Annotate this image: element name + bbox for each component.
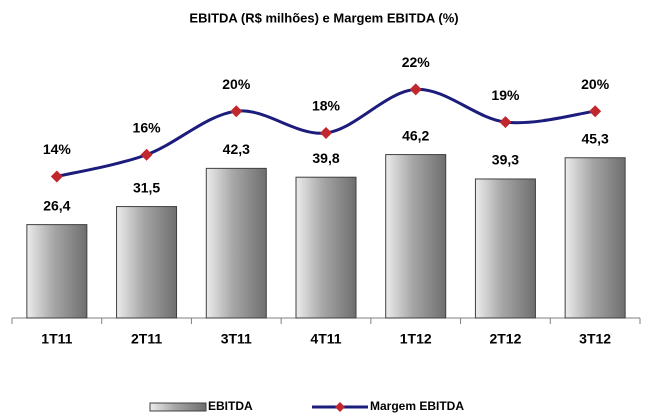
bar [26, 224, 88, 319]
marker [230, 105, 243, 118]
data-label: 31,5 [133, 179, 160, 195]
x-tick-label: 2T12 [489, 331, 521, 347]
data-label: 39,8 [312, 150, 339, 166]
x-tick-label: 2T11 [131, 331, 162, 347]
marker [320, 126, 332, 139]
legend-swatch [149, 402, 207, 412]
data-label: 14% [43, 141, 72, 157]
data-label: 22% [402, 54, 431, 70]
x-tick-label: 1T11 [41, 331, 72, 347]
data-label: 42,3 [223, 141, 250, 157]
legend-marker [335, 402, 345, 412]
marker [589, 105, 602, 118]
bar [564, 157, 626, 319]
marker [409, 83, 422, 96]
bar [385, 154, 447, 319]
marker [140, 148, 153, 161]
data-label: 19% [491, 87, 520, 103]
data-label: 26,4 [43, 197, 70, 213]
data-label: 45,3 [582, 130, 609, 146]
bar [295, 176, 357, 319]
x-tick-label: 3T12 [579, 331, 611, 347]
data-label: 20% [581, 76, 610, 92]
bar [474, 178, 536, 319]
bar [116, 206, 178, 319]
data-label: 39,3 [492, 152, 519, 168]
data-label: 20% [222, 76, 251, 92]
data-label: 46,2 [402, 127, 429, 143]
x-tick-label: 4T11 [310, 331, 341, 347]
x-tick-label: 1T12 [400, 331, 432, 347]
data-label: 16% [133, 119, 162, 135]
legend-label: Margem EBITDA [370, 399, 464, 413]
x-tick-label: 3T11 [221, 331, 252, 347]
marker [499, 116, 512, 129]
legend-label: EBITDA [208, 399, 253, 413]
marker [50, 170, 63, 183]
bar [205, 167, 267, 319]
data-label: 18% [312, 98, 341, 114]
chart-title: EBITDA (R$ milhões) e Margem EBITDA (%) [189, 10, 458, 25]
